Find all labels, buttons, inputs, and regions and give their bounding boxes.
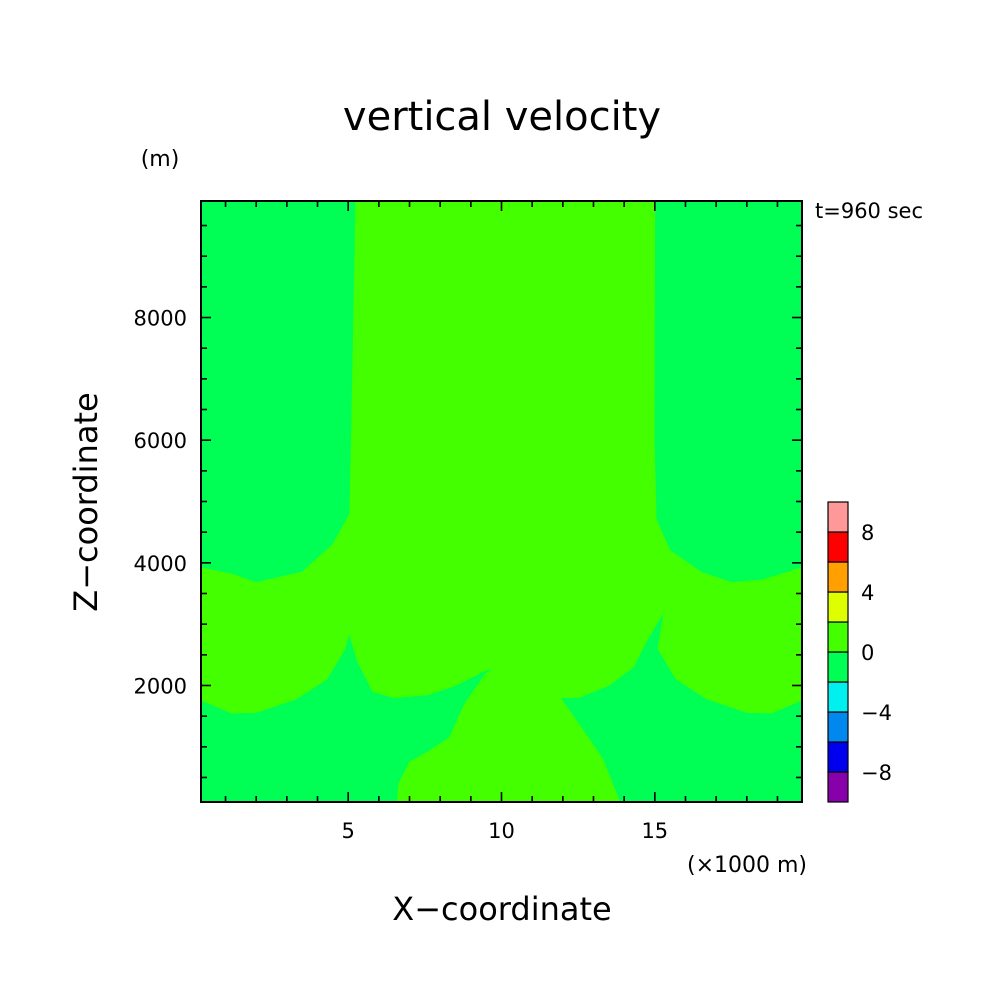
colorbar-swatch [827,711,849,743]
y-tick-label: 2000 [134,674,187,698]
mid-level-updraft-band-right [657,611,803,714]
y-tick-label: 6000 [134,429,187,453]
colorbar-tick-label: −4 [861,701,892,725]
x-tick-label: 10 [488,819,515,843]
colorbar-swatch [827,771,849,803]
colorbar-swatch [827,561,849,593]
colorbar-swatch [827,681,849,713]
y-tick-label: 4000 [134,552,187,576]
x-axis-title: X−coordinate [392,890,611,928]
y-axis-title: Z−coordinate [67,392,105,611]
colorbar-swatch [827,651,849,683]
time-label: t=960 sec [815,199,923,223]
colorbar-tick-label: −8 [861,761,892,785]
axis-ticks [201,201,802,802]
colorbar: 8 4 0 −4 −8 [827,501,892,803]
colorbar-swatch [827,591,849,623]
x-tick-label: 5 [341,819,354,843]
colorbar-swatch [827,741,849,773]
tick-labels: 5 10 15 2000 4000 6000 8000 [134,307,669,843]
y-unit-label: (m) [141,147,180,172]
low-level-updraft [396,660,621,803]
x-tick-label: 15 [641,819,668,843]
colorbar-swatch [827,501,849,533]
colorbar-tick-label: 8 [861,521,874,545]
contour-fill [200,200,803,803]
y-tick-label: 8000 [134,307,187,331]
x-unit-label: (×1000 m) [687,853,807,878]
colorbar-swatch [827,621,849,653]
colorbar-tick-label: 0 [861,641,874,665]
center-mid-updraft [347,566,665,699]
colorbar-tick-label: 4 [861,581,874,605]
chart-title: vertical velocity [343,94,661,140]
colorbar-swatch [827,531,849,563]
